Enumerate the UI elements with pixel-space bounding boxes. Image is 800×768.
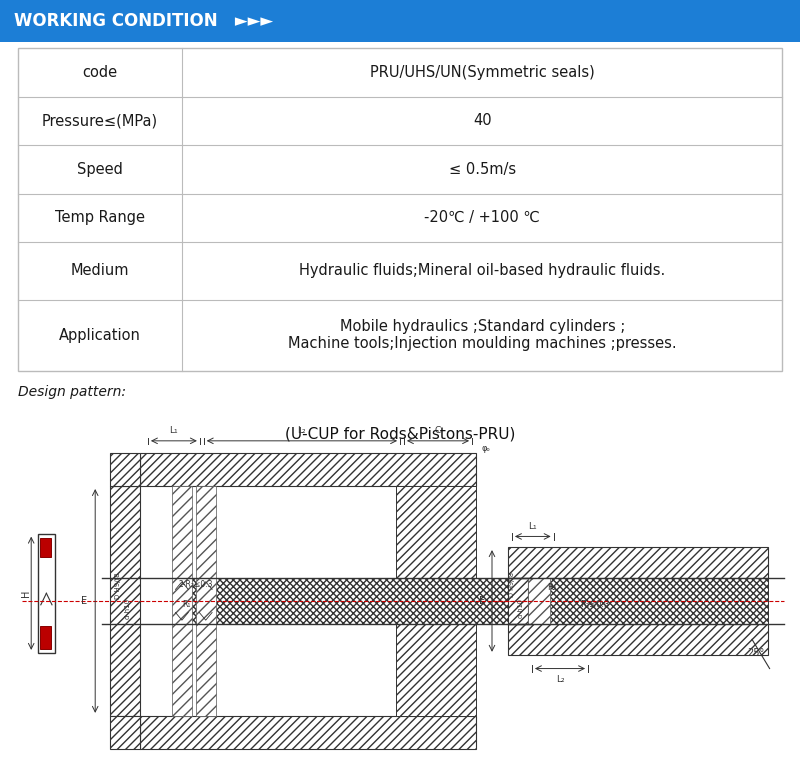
- Text: Temp Range: Temp Range: [55, 210, 145, 225]
- Text: Design pattern:: Design pattern:: [18, 385, 126, 399]
- Text: d h10: d h10: [125, 598, 131, 619]
- Bar: [396, 486, 476, 578]
- Text: Speed: Speed: [77, 162, 122, 177]
- Text: L₁: L₁: [170, 425, 178, 435]
- Bar: [544, 578, 768, 624]
- Bar: [38, 534, 55, 653]
- Text: d h10: d h10: [518, 599, 524, 618]
- Text: code: code: [82, 65, 118, 80]
- Text: φₒ: φₒ: [482, 444, 491, 453]
- Bar: [508, 578, 528, 624]
- Text: WORKING CONDITION   ►►►: WORKING CONDITION ►►►: [14, 12, 274, 30]
- Text: Mobile hydraulics ;Standard cylinders ;
Machine tools;Injection moulding machine: Mobile hydraulics ;Standard cylinders ; …: [288, 319, 677, 352]
- Text: ≤ 0.5m/s: ≤ 0.5m/s: [449, 162, 516, 177]
- Text: Medium: Medium: [70, 263, 129, 278]
- Bar: [110, 486, 140, 716]
- Bar: [0, 0, 800, 42]
- Polygon shape: [40, 538, 51, 557]
- Text: -20℃ / +100 ℃: -20℃ / +100 ℃: [424, 210, 540, 225]
- Text: D H9/f8: D H9/f8: [114, 572, 121, 599]
- Bar: [508, 548, 768, 578]
- Text: Hydraulic fluids;Mineral oil-based hydraulic fluids.: Hydraulic fluids;Mineral oil-based hydra…: [299, 263, 666, 278]
- Bar: [110, 453, 140, 486]
- Bar: [140, 716, 476, 749]
- Bar: [396, 624, 476, 716]
- Text: E: E: [81, 596, 87, 606]
- Text: 2-R₂≤0.3: 2-R₂≤0.3: [178, 580, 214, 588]
- Bar: [528, 578, 550, 624]
- Bar: [508, 624, 768, 654]
- Text: L₂: L₂: [298, 425, 306, 435]
- Text: R₁: R₁: [182, 601, 190, 609]
- Bar: [196, 486, 216, 716]
- Bar: [18, 48, 782, 371]
- Text: L₂: L₂: [556, 676, 564, 684]
- Text: 40: 40: [473, 114, 491, 128]
- Text: (U-CUP for Rods&Pistons-PRU): (U-CUP for Rods&Pistons-PRU): [285, 426, 515, 442]
- Text: 25°: 25°: [747, 648, 765, 658]
- Text: Pressure≤(MPa): Pressure≤(MPa): [42, 114, 158, 128]
- Polygon shape: [40, 626, 51, 649]
- Bar: [110, 716, 140, 749]
- Text: R₂: R₂: [547, 583, 557, 591]
- Bar: [140, 453, 476, 486]
- Text: D H9/f8: D H9/f8: [509, 571, 515, 597]
- Text: C: C: [435, 425, 441, 435]
- Text: PRU/UHS/UN(Symmetric seals): PRU/UHS/UN(Symmetric seals): [370, 65, 594, 80]
- Bar: [180, 578, 532, 624]
- Text: E: E: [478, 596, 485, 606]
- Text: Application: Application: [59, 328, 141, 343]
- Text: L₁: L₁: [529, 522, 537, 531]
- Text: R₂≤0.3: R₂≤0.3: [580, 601, 610, 609]
- Bar: [172, 486, 192, 716]
- Text: H: H: [21, 590, 30, 597]
